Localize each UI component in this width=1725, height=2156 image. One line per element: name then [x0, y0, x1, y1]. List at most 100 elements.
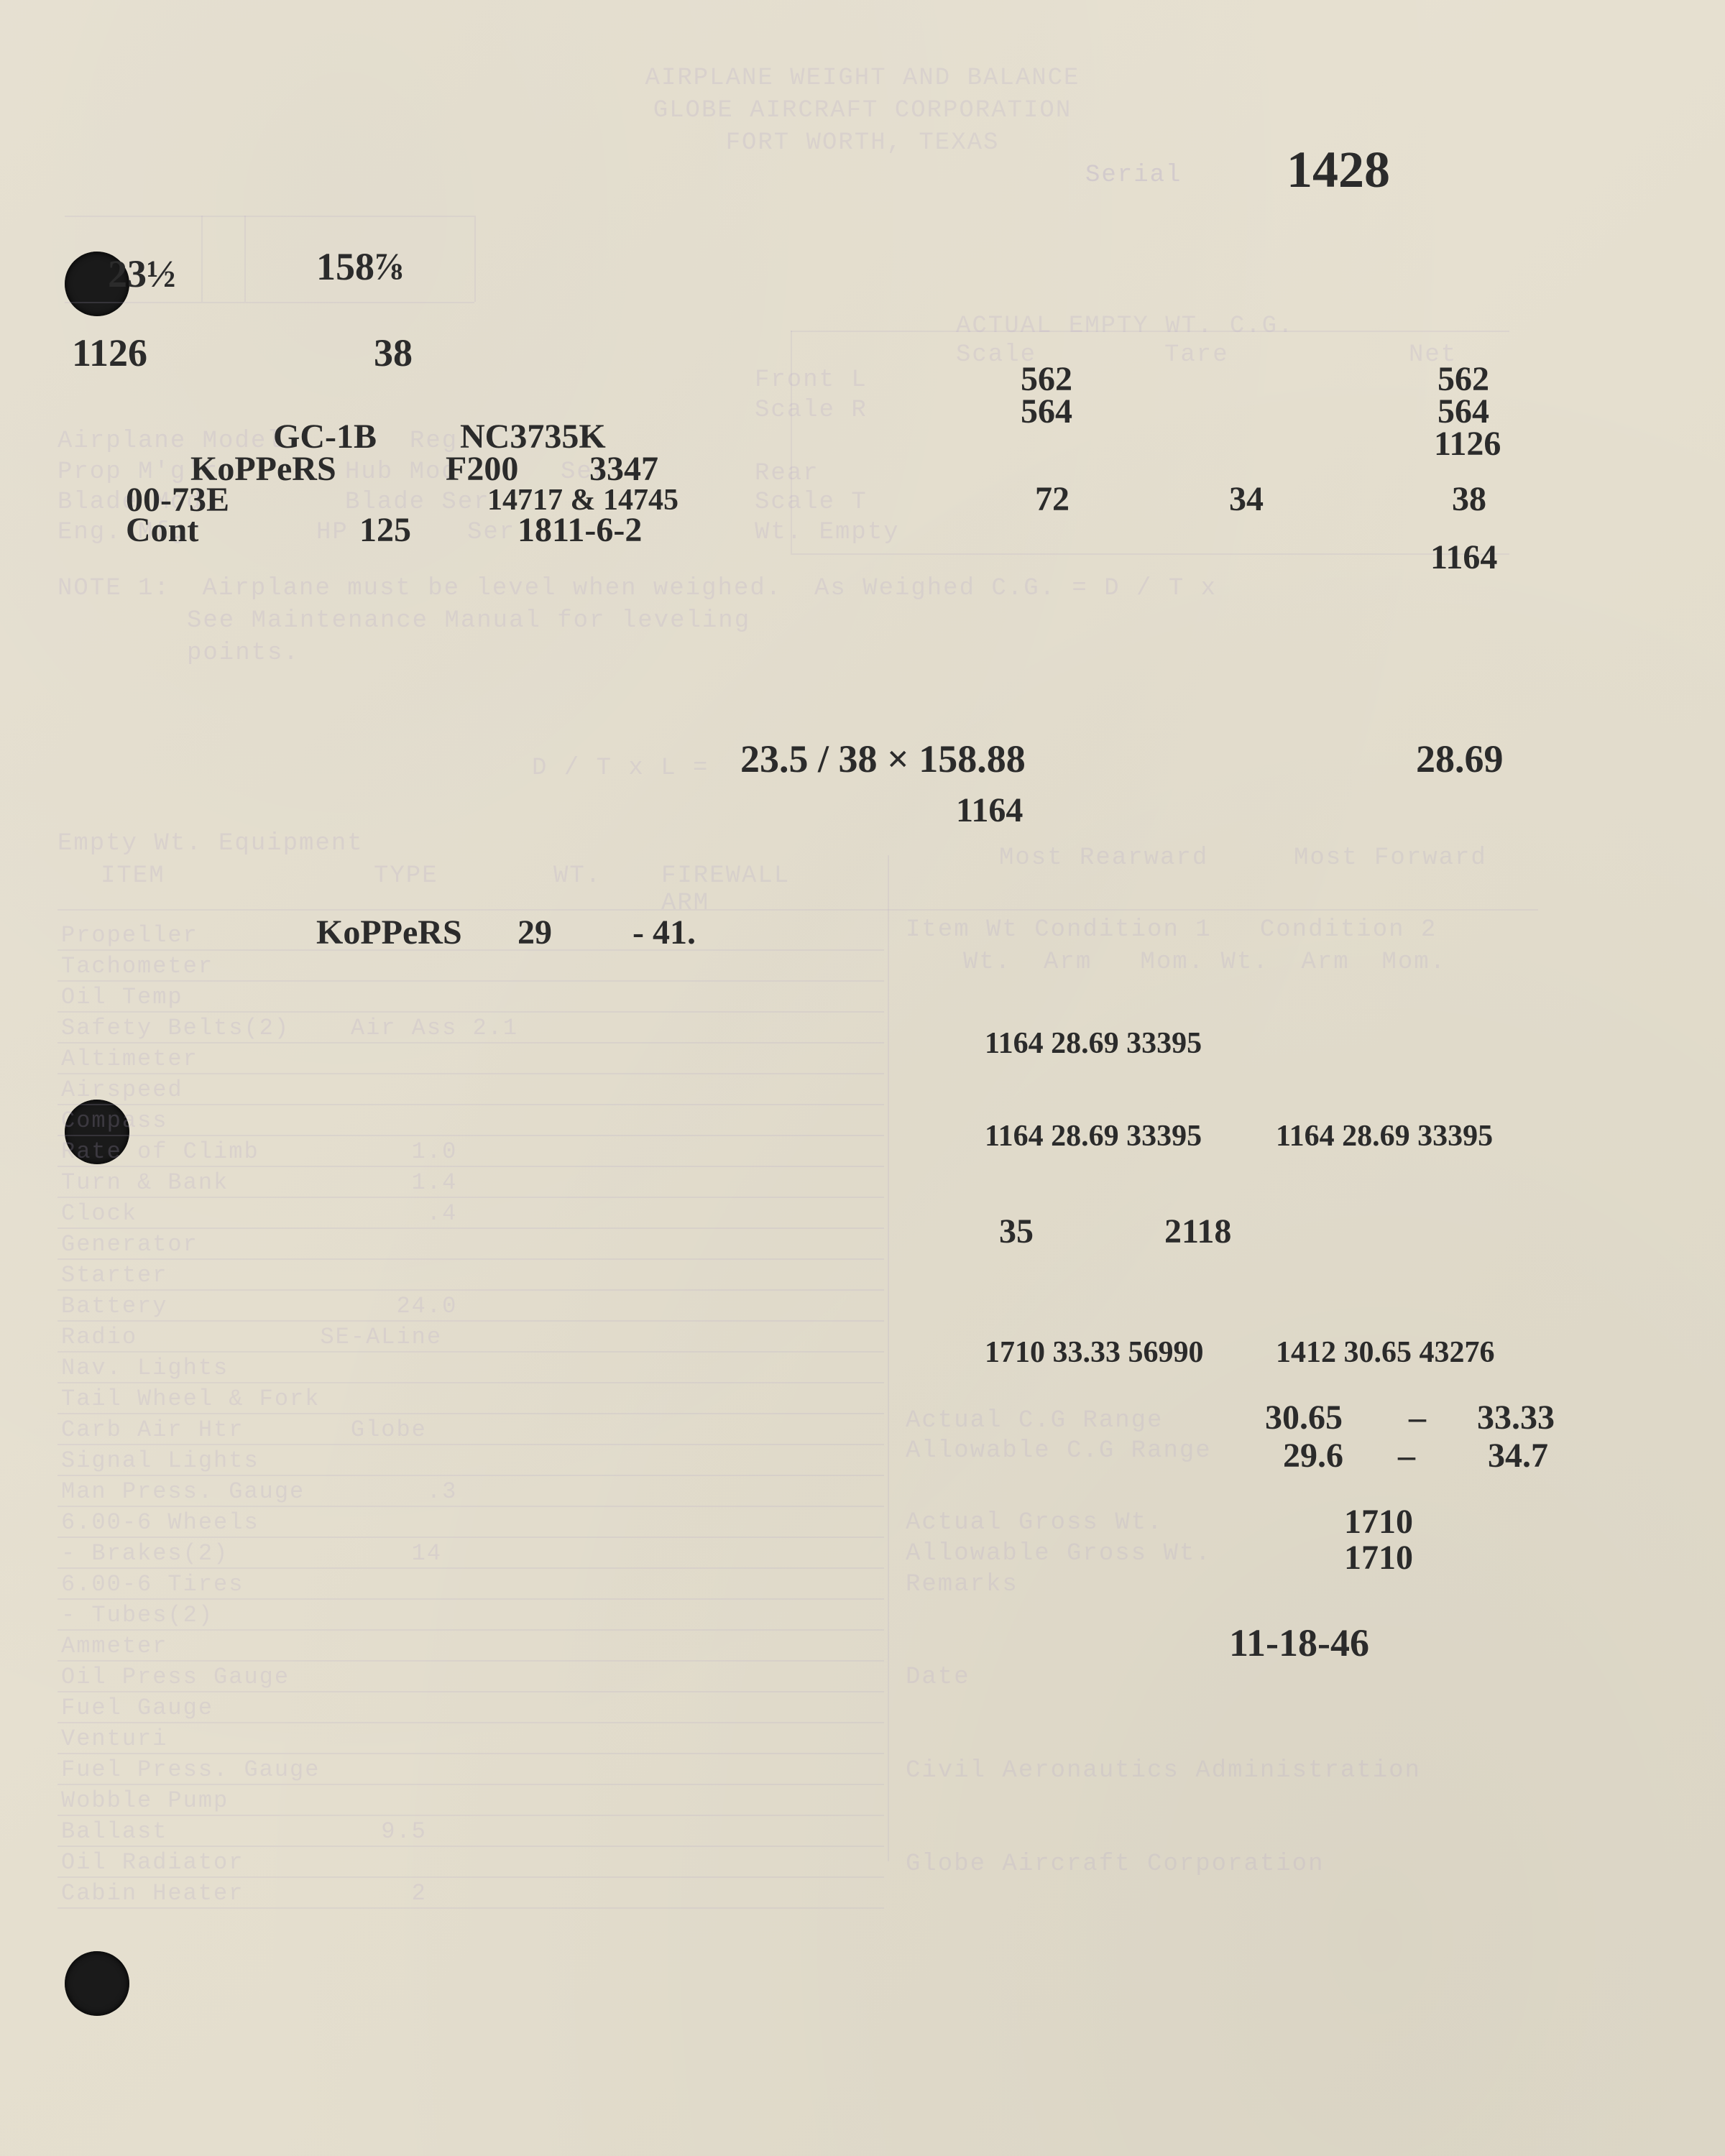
- bag-2118: 2118: [1164, 1212, 1231, 1251]
- tare-label: Tare: [1164, 341, 1229, 369]
- formula-label: D / T x L =: [532, 755, 709, 782]
- equipment-item: Ballast 9.5: [61, 1818, 427, 1845]
- actual-gross-label: Actual Gross Wt.: [906, 1509, 1163, 1537]
- hp-label: HP: [316, 519, 349, 546]
- cg-allow-hi: 34.7: [1488, 1436, 1548, 1475]
- prop-arm: - 41.: [632, 913, 696, 952]
- equipment-item: Radio SE-ALine: [61, 1324, 442, 1350]
- grid-line: [58, 1722, 884, 1723]
- most-forward-label: Most Forward: [1294, 844, 1487, 872]
- wt-empty: 1164: [1430, 538, 1497, 577]
- equipment-item: Compass: [61, 1107, 167, 1134]
- grid-line: [244, 216, 246, 302]
- grid-line: [474, 216, 476, 302]
- formula-result: 28.69: [1416, 737, 1504, 781]
- cg-dash2: –: [1398, 1436, 1415, 1475]
- note-1: NOTE 1: Airplane must be level when weig…: [58, 575, 1217, 602]
- equipment-item: Wobble Pump: [61, 1787, 229, 1814]
- equipment-item: Tail Wheel & Fork: [61, 1386, 320, 1412]
- val-38: 38: [374, 331, 413, 375]
- equipment-item: Oil Press Gauge: [61, 1664, 290, 1690]
- serial-number: 1428: [1287, 140, 1390, 200]
- wt-sum: 1126: [1434, 424, 1501, 464]
- equipment-item: Airspeed: [61, 1077, 183, 1103]
- grid-line: [58, 1135, 884, 1136]
- grid-line: [58, 1444, 884, 1445]
- dim-23half: 23½: [108, 252, 176, 296]
- equipment-item: Ammeter: [61, 1633, 167, 1659]
- scaler-label: Scale R: [755, 397, 868, 424]
- equipment-item: - Brakes(2) 14: [61, 1540, 442, 1567]
- grid-line: [791, 331, 1509, 332]
- grid-line: [58, 1166, 884, 1167]
- grid-line: [58, 1320, 884, 1322]
- grid-line: [58, 1815, 884, 1816]
- equipment-item: Oil Radiator: [61, 1849, 244, 1876]
- rear-tare: 34: [1229, 479, 1264, 519]
- grid-line: [58, 1598, 884, 1600]
- equipment-item: Tachometer: [61, 953, 213, 980]
- grid-line: [58, 1289, 884, 1291]
- date-label: Date: [906, 1664, 970, 1691]
- grid-line: [58, 1475, 884, 1476]
- grid-line: [58, 1784, 884, 1785]
- grid-line: [65, 302, 474, 303]
- form-title-2: GLOBE AIRCRAFT CORPORATION: [0, 97, 1725, 124]
- grid-line: [58, 1753, 884, 1754]
- equipment-item: Fuel Gauge: [61, 1695, 213, 1721]
- formula-calc: 23.5 / 38 × 158.88: [740, 737, 1026, 781]
- remarks-label: Remarks: [906, 1571, 1018, 1598]
- frontl-label: Front L: [755, 367, 868, 394]
- equipment-item: Generator: [61, 1231, 198, 1258]
- equipment-item: Rate of Climb 1.0: [61, 1138, 457, 1165]
- wt-label: WT.: [553, 862, 602, 890]
- gross-allow: 1710: [1344, 1538, 1413, 1577]
- equipment-item: Turn & Bank 1.4: [61, 1169, 457, 1196]
- grid-line: [58, 1227, 884, 1229]
- hp: 125: [359, 510, 411, 550]
- scalet-label: Scale T: [755, 489, 868, 516]
- actual-cg-label: Actual C.G Range: [906, 1407, 1163, 1434]
- equipment-item: Nav. Lights: [61, 1355, 229, 1381]
- item-wt-cond-label: Item Wt Condition 1 Condition 2: [906, 916, 1437, 944]
- grid-line: [58, 1691, 884, 1692]
- grid-line: [58, 1660, 884, 1662]
- grid-line: [58, 909, 1538, 911]
- wt-scaler: 564: [1021, 392, 1072, 431]
- note-3: points.: [187, 640, 300, 667]
- grid-line: [58, 1907, 884, 1909]
- grid-line: [58, 1073, 884, 1074]
- grid-line: [201, 216, 203, 302]
- punch-hole: [65, 1951, 129, 2016]
- grid-line: [58, 1846, 884, 1847]
- grid-line: [58, 1258, 884, 1260]
- grid-line: [65, 216, 474, 217]
- grid-line: [58, 1629, 884, 1631]
- grid-line: [58, 1413, 884, 1414]
- prop-type: KoPPeRS: [316, 913, 462, 952]
- equipment-item: Battery 24.0: [61, 1293, 457, 1319]
- serial-label: Serial: [1085, 162, 1182, 189]
- equipment-item: Venturi: [61, 1726, 167, 1752]
- cg-actual-hi: 33.33: [1477, 1398, 1555, 1437]
- grid-line: [888, 855, 889, 1861]
- calc-row1: 1164 28.69 33395: [985, 1026, 1202, 1061]
- equipment-item: Carb Air Htr Globe: [61, 1416, 427, 1443]
- equipment-item: Cabin Heater 2: [61, 1880, 427, 1907]
- grid-line: [58, 1537, 884, 1538]
- grid-line: [58, 1876, 884, 1878]
- grid-line: [58, 1104, 884, 1105]
- grid-line: [58, 980, 884, 982]
- grid-line: [58, 1351, 884, 1353]
- total-a: 1710 33.33 56990: [985, 1335, 1204, 1370]
- equipment-item: Man Press. Gauge .3: [61, 1478, 457, 1505]
- form-title-1: AIRPLANE WEIGHT AND BALANCE: [0, 65, 1725, 92]
- calc-row2a: 1164 28.69 33395: [985, 1119, 1202, 1153]
- empty-wt-eq-label: Empty Wt. Equipment: [58, 830, 364, 857]
- equipment-item: - Tubes(2): [61, 1602, 213, 1628]
- eng-mfgr: Cont: [126, 510, 198, 550]
- rear-scale: 72: [1035, 479, 1070, 519]
- dim-158: 158⅞: [316, 244, 404, 289]
- equipment-item: Altimeter: [61, 1046, 198, 1072]
- grid-line: [58, 1506, 884, 1507]
